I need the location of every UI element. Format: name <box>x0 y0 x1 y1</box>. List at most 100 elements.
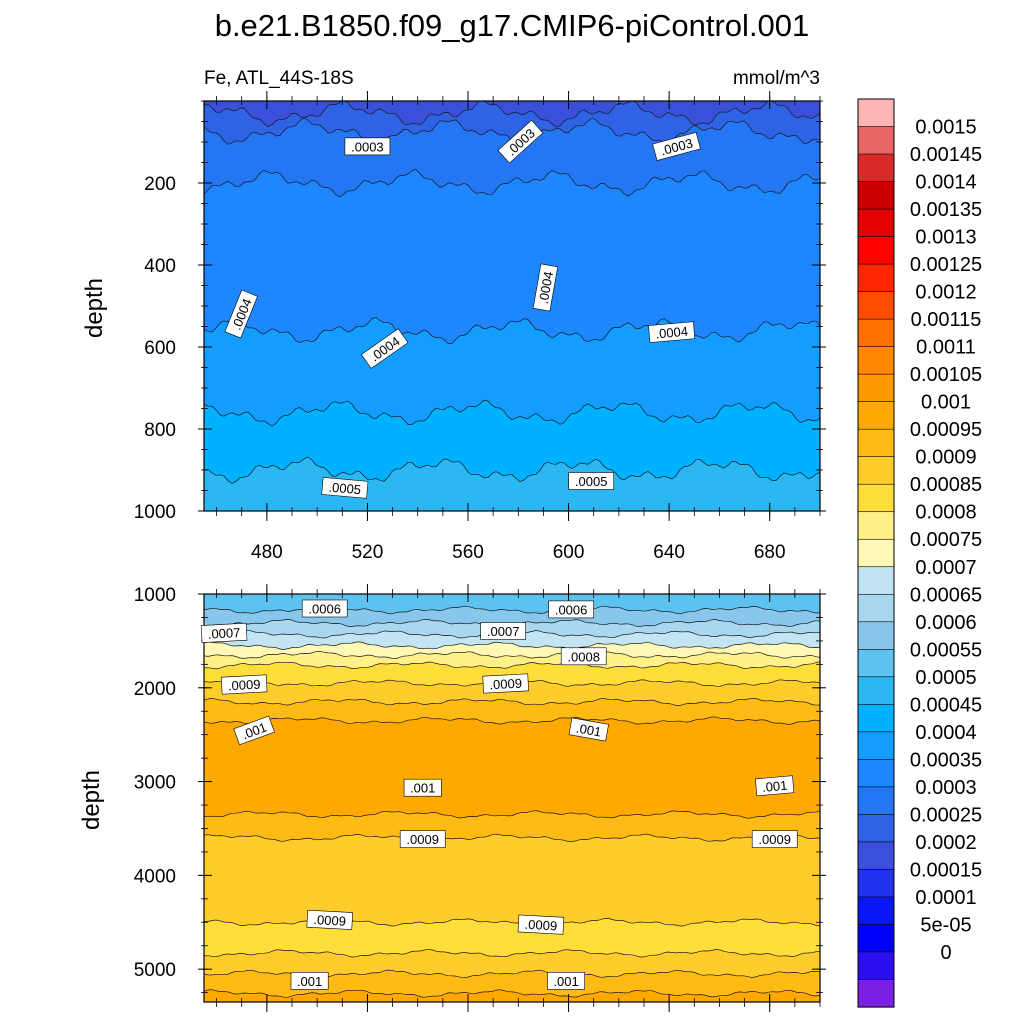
contour-label-box <box>220 674 268 695</box>
colorbar-label: 0.0012 <box>915 282 976 304</box>
contour-label: .0008 <box>560 647 607 666</box>
colorbar-label: 0.00105 <box>910 364 982 386</box>
contour-label-text: .0005 <box>328 480 362 498</box>
y-tick-label: 1000 <box>134 502 176 523</box>
y-tick-label: 5000 <box>134 960 176 981</box>
colorbar-swatch <box>857 373 895 403</box>
contour-label-text: .0006 <box>308 602 341 617</box>
contour-label: .0005 <box>568 472 615 490</box>
contour-label: .001 <box>547 972 585 990</box>
contour-label: .001 <box>290 972 329 990</box>
colorbar-swatch <box>857 759 895 788</box>
contour-label: .001 <box>233 715 275 746</box>
y-tick-label: 600 <box>144 338 176 359</box>
x-tick-label: 520 <box>352 542 384 563</box>
contour-label-box <box>321 477 369 499</box>
colorbar-label: 0.0008 <box>915 502 976 524</box>
contour-label-box <box>751 830 798 849</box>
contour-label-box <box>560 647 607 666</box>
contour-label-text: .0009 <box>489 676 522 693</box>
contour-label: .001 <box>403 778 442 797</box>
contour-label-box <box>652 132 701 161</box>
contour-label-text: .001 <box>410 781 435 796</box>
colorbar-swatch <box>857 621 895 650</box>
contour-label-text: .0006 <box>555 602 588 617</box>
colorbar-swatch <box>857 291 895 320</box>
colorbar-label: 0.00135 <box>910 199 982 221</box>
colorbar-swatch <box>857 181 895 210</box>
colorbar-swatch <box>857 648 895 678</box>
y-tick-label: 1000 <box>134 585 176 606</box>
contour-label-box <box>480 622 527 640</box>
units-label: mmol/m^3 <box>733 68 820 89</box>
x-tick-label: 680 <box>754 542 786 563</box>
upper-panel: 200 400 600 800 1000 480 520 560 600 640 680 .0003.… <box>134 91 826 563</box>
colorbar-swatch <box>857 98 895 128</box>
contour-label-text: .0005 <box>575 474 608 489</box>
contour-label: .0009 <box>751 830 798 849</box>
contour-label-text: .0004 <box>655 324 689 342</box>
colorbar-swatch <box>857 153 895 183</box>
contour-label: .0009 <box>306 909 353 930</box>
colorbar-swatch <box>857 924 895 953</box>
contour-label-box <box>403 778 442 797</box>
colorbar-swatch <box>857 814 895 843</box>
colorbar-swatch <box>857 483 895 513</box>
contour-label: .0005 <box>321 477 369 499</box>
chart-title: b.e21.B1850.f09_g17.CMIP6-piControl.001 <box>215 8 810 43</box>
colorbar-label: 0.00125 <box>910 254 982 276</box>
contour-label-text: .0009 <box>758 832 791 847</box>
contour-label-text: .001 <box>575 720 603 739</box>
contour-label: .0007 <box>480 622 527 640</box>
contour-label: .001 <box>755 775 795 797</box>
colorbar-swatch <box>857 704 895 733</box>
y-tick-label: 800 <box>144 420 176 441</box>
colorbar-swatch <box>857 869 895 898</box>
colorbar-label: 0.0003 <box>915 777 976 799</box>
colorbar-frame <box>857 98 895 1008</box>
colorbar-label: 0.00075 <box>910 529 982 551</box>
variable-label: Fe, ATL_44S-18S <box>204 68 354 89</box>
colorbar-swatch <box>857 126 895 155</box>
colorbar-swatch <box>857 731 895 760</box>
contour-label-text: .0008 <box>567 649 600 664</box>
colorbar-swatch <box>857 896 895 926</box>
contour-label: .0004 <box>532 263 559 312</box>
colorbar-swatch <box>857 318 895 348</box>
colorbar-swatch <box>857 428 895 458</box>
colorbar-label: 0.0009 <box>915 447 976 469</box>
contour-label: .0009 <box>517 914 565 935</box>
x-tick-label: 600 <box>553 542 585 563</box>
colorbar-swatch <box>857 346 895 375</box>
contour-label-text: .0003 <box>351 139 384 154</box>
contour-label-text: .001 <box>761 778 788 795</box>
y-tick-label: 200 <box>144 174 176 195</box>
plot-frame <box>203 593 821 1003</box>
colorbar-swatch <box>857 511 895 540</box>
contour-label: .0009 <box>482 673 529 694</box>
contour-band <box>204 989 820 1002</box>
contour-label-text: .0007 <box>207 625 240 642</box>
colorbar-label: 0.00045 <box>910 694 982 716</box>
contour-label-box <box>482 673 529 694</box>
colorbar-label: 0.0015 <box>915 117 976 139</box>
contour-label: .0006 <box>548 600 594 619</box>
colorbar-label: 0.00015 <box>910 859 982 881</box>
contour-label: .001 <box>568 717 609 742</box>
contour-label: .0003 <box>344 137 391 156</box>
colorbar-swatch <box>857 456 895 485</box>
colorbar-swatch <box>857 566 895 595</box>
contour-label-text: .001 <box>297 974 322 989</box>
contour-label-box <box>568 472 615 490</box>
contour-label: .0004 <box>648 321 696 343</box>
contour-label: .0006 <box>301 599 348 618</box>
colorbar-label: 0.0002 <box>915 832 976 854</box>
colorbar-label: 0.00085 <box>910 474 982 496</box>
colorbar-swatch <box>857 208 895 238</box>
colorbar-swatch <box>857 263 895 293</box>
colorbar-label: 0.00095 <box>910 419 982 441</box>
colorbar-label: 0.0006 <box>915 612 976 634</box>
colorbar-label: 0.00115 <box>911 309 982 331</box>
colorbar-label: 0.00025 <box>910 804 982 826</box>
contour-label-box <box>532 263 559 312</box>
